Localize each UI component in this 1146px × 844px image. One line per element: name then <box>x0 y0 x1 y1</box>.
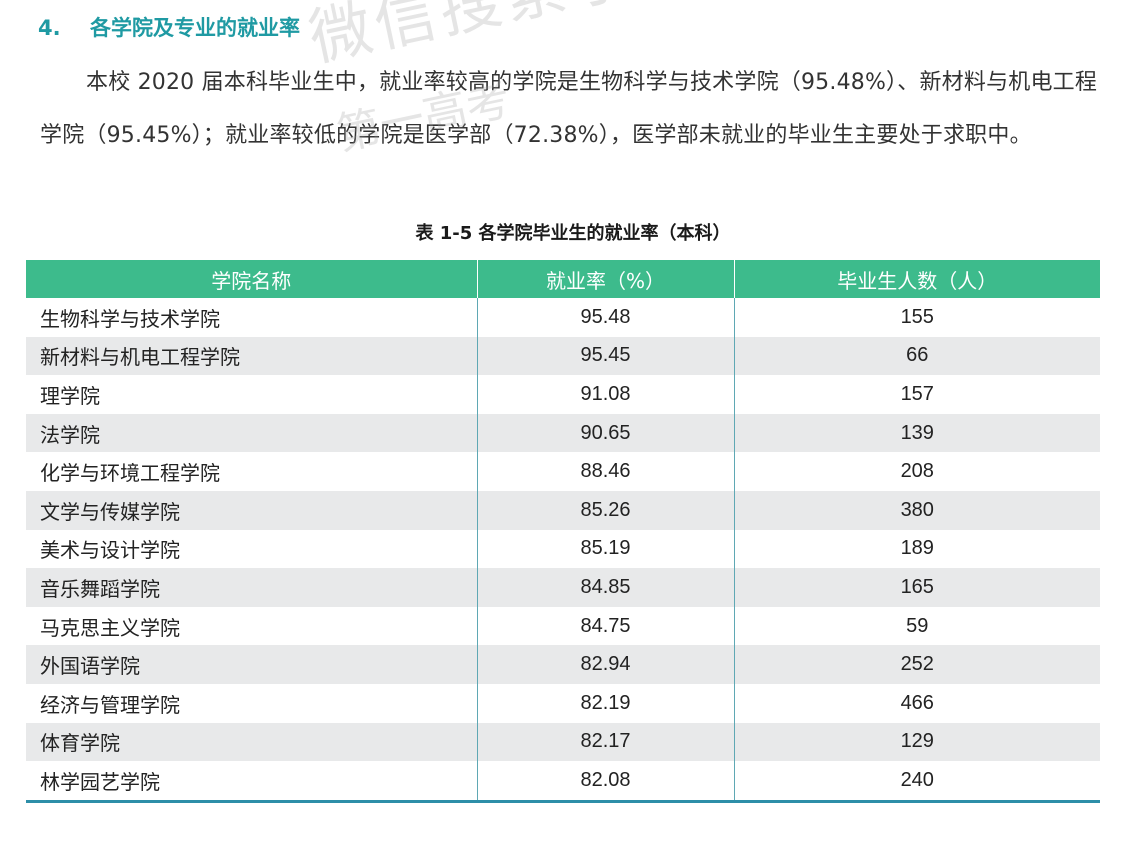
graduate-count-cell: 189 <box>733 529 1100 569</box>
graduate-count-cell: 66 <box>733 336 1100 376</box>
employment-rate-cell: 82.94 <box>476 645 734 684</box>
employment-rate-cell: 95.45 <box>476 336 734 376</box>
college-name-cell: 化学与环境工程学院 <box>40 461 220 486</box>
table-row: 美术与设计学院 85.19 189 <box>26 529 1100 569</box>
graduate-count-cell: 380 <box>733 490 1100 530</box>
table-row: 外国语学院 82.94 252 <box>26 645 1100 684</box>
table-row: 新材料与机电工程学院 95.45 66 <box>26 336 1100 376</box>
employment-rate-cell: 82.17 <box>476 722 734 762</box>
college-name-cell: 外国语学院 <box>26 645 477 684</box>
college-name-cell: 美术与设计学院 <box>40 538 180 563</box>
table-row: 林学园艺学院 82.08 240 <box>26 761 1100 803</box>
table-row: 法学院 90.65 139 <box>26 413 1100 453</box>
section-number: 4. <box>38 16 61 40</box>
table-row: 音乐舞蹈学院 84.85 165 <box>26 568 1100 607</box>
employment-rate-cell: 95.48 <box>476 298 734 337</box>
table-row: 生物科学与技术学院 95.48 155 <box>26 298 1100 337</box>
table-header-row: 学院名称 就业率（%） 毕业生人数（人） <box>26 260 1100 298</box>
graduate-count-cell: 208 <box>733 452 1100 491</box>
section-heading: 4. 各学院及专业的就业率 <box>38 12 300 42</box>
table-body: 生物科学与技术学院 95.48 155 新材料与机电工程学院 95.45 66 理学院 91.… <box>26 298 1100 803</box>
table-row: 化学与环境工程学院 88.46 208 <box>26 452 1100 491</box>
graduate-count-cell: 157 <box>733 375 1100 414</box>
table-row: 理学院 91.08 157 <box>26 375 1100 414</box>
table-row: 经济与管理学院 82.19 466 <box>26 683 1100 723</box>
graduate-count-cell: 129 <box>733 722 1100 762</box>
graduate-count-cell: 240 <box>733 761 1100 803</box>
college-name-cell: 理学院 <box>40 383 100 408</box>
body-paragraph: 本校 2020 届本科毕业生中，就业率较高的学院是生物科学与技术学院（95.48… <box>40 70 1098 148</box>
college-name-cell: 林学园艺学院 <box>26 761 477 803</box>
graduate-count-cell: 252 <box>733 645 1100 684</box>
employment-rate-cell: 85.19 <box>476 529 734 569</box>
graduate-count-cell: 59 <box>733 606 1100 646</box>
employment-rate-cell: 84.75 <box>476 606 734 646</box>
table-row: 体育学院 82.17 129 <box>26 722 1100 762</box>
employment-rate-cell: 85.26 <box>476 490 734 530</box>
graduate-count-cell: 155 <box>733 298 1100 337</box>
employment-rate-cell: 91.08 <box>476 375 734 414</box>
graduate-count-cell: 165 <box>733 568 1100 607</box>
college-name-cell: 法学院 <box>26 413 477 453</box>
table-row: 马克思主义学院 84.75 59 <box>26 606 1100 646</box>
section-title: 各学院及专业的就业率 <box>90 16 300 40</box>
column-header-count: 毕业生人数（人） <box>733 260 1100 298</box>
graduate-count-cell: 466 <box>733 683 1100 723</box>
column-header-rate: 就业率（%） <box>476 260 734 298</box>
college-name-cell: 体育学院 <box>26 722 477 762</box>
college-name-cell: 新材料与机电工程学院 <box>26 336 477 376</box>
table-row: 文学与传媒学院 85.26 380 <box>26 490 1100 530</box>
college-name-cell: 音乐舞蹈学院 <box>26 568 477 607</box>
college-name-cell: 经济与管理学院 <box>40 692 180 717</box>
employment-rate-cell: 82.19 <box>476 683 734 723</box>
employment-rate-table: 学院名称 就业率（%） 毕业生人数（人） 生物科学与技术学院 95.48 155 新材… <box>26 260 1100 803</box>
employment-rate-cell: 84.85 <box>476 568 734 607</box>
column-header-college: 学院名称 <box>26 260 477 298</box>
graduate-count-cell: 139 <box>733 413 1100 453</box>
college-name-cell: 文学与传媒学院 <box>26 490 477 530</box>
table-caption: 表 1-5 各学院毕业生的就业率（本科） <box>415 223 731 244</box>
employment-rate-cell: 88.46 <box>476 452 734 491</box>
employment-rate-cell: 82.08 <box>476 761 734 803</box>
employment-rate-cell: 90.65 <box>476 413 734 453</box>
college-name-cell: 马克思主义学院 <box>40 615 180 640</box>
college-name-cell: 生物科学与技术学院 <box>40 306 220 331</box>
